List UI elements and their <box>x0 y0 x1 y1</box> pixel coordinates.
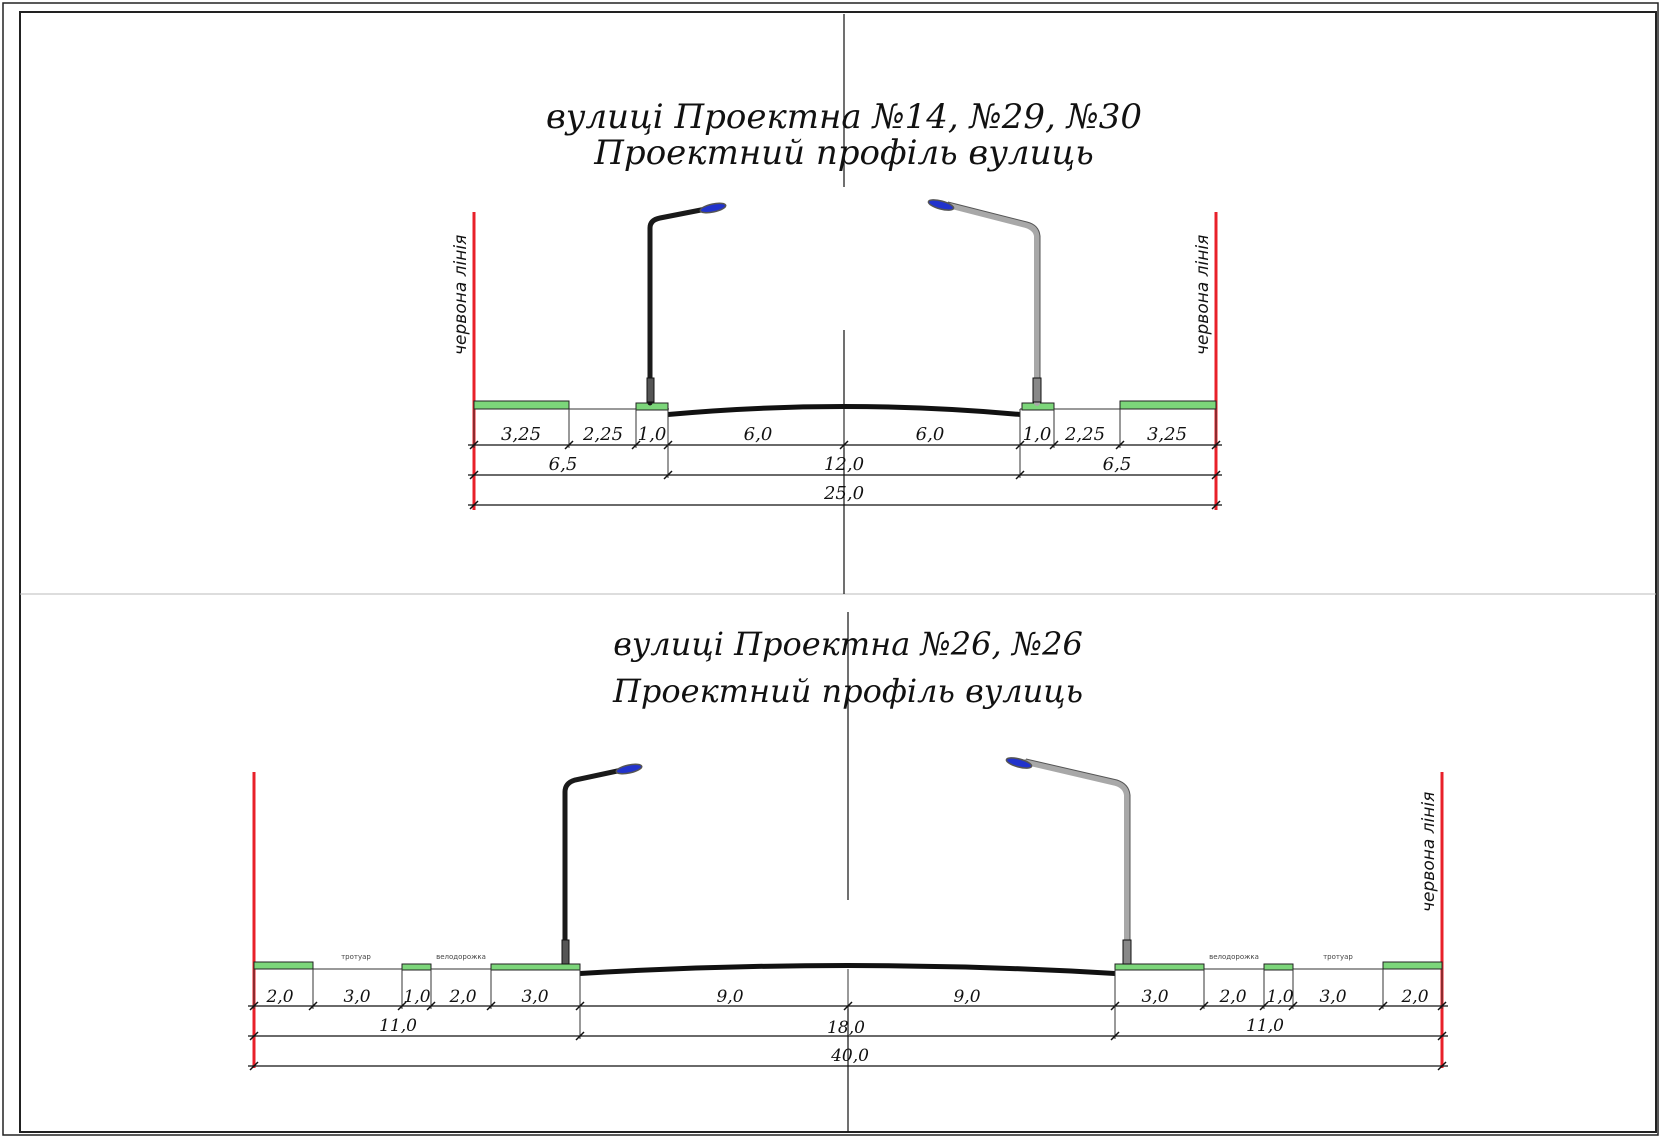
dim-total-profile-2: 40,0 <box>248 1046 1448 1071</box>
profile-1: вулиці Проектна №14, №29, №30 Проектний … <box>451 97 1222 510</box>
profile-1-title-line-2: Проектний профіль вулиць <box>593 133 1093 173</box>
dim-total-1: 25,0 <box>823 483 864 504</box>
profile-1-title-line-1: вулиці Проектна №14, №29, №30 <box>546 97 1142 137</box>
green-strip-l2-2 <box>401 963 432 971</box>
dim2-1-4: 2,0 <box>448 987 476 1007</box>
dim-1-4: 6,0 <box>744 424 773 445</box>
lamp-pole-left-2 <box>562 767 625 965</box>
dim-row-1-profile-1: 3,25 2,25 1,0 6,0 6,0 1,0 2,25 3,25 <box>468 409 1222 450</box>
profile-2-title-line-2: Проектний профіль вулиць <box>612 672 1083 710</box>
dim-row-2-profile-1: 6,5 12,0 6,5 <box>468 445 1222 480</box>
label-sidewalk-left-2: тротуар <box>341 953 371 961</box>
dim-2-1: 6,5 <box>549 454 578 475</box>
dim2-1-12: 2,0 <box>1400 987 1428 1007</box>
lamp-base-left-1 <box>646 377 655 403</box>
dim2-1-11: 3,0 <box>1319 987 1346 1007</box>
lamp-base-left-2 <box>561 939 570 965</box>
dim2-2-3: 11,0 <box>1246 1016 1284 1036</box>
lamp-pole-right-1-outline <box>947 201 1041 400</box>
dim2-1-10: 1,0 <box>1266 987 1293 1007</box>
lamp-pole-right-2 <box>1023 759 1130 965</box>
green-strip-r2-2 <box>1263 963 1294 971</box>
carriageway-1 <box>668 404 1020 417</box>
dim2-1-8: 3,0 <box>1141 987 1168 1007</box>
red-line-label-right-1: червона лінія <box>1193 235 1213 355</box>
dim2-1-2: 3,0 <box>343 987 370 1007</box>
dim2-2-2: 18,0 <box>827 1018 865 1038</box>
label-sidewalk-right-2: тротуар <box>1323 953 1353 961</box>
dim2-1-5: 3,0 <box>521 987 548 1007</box>
green-strip-r1-2 <box>1382 961 1443 970</box>
dim-row-1-profile-2: 2,0 3,0 1,0 2,0 3,0 9,0 9,0 3,0 2,0 1,0 … <box>248 969 1448 1011</box>
lamp-pole-right-2-outline <box>1025 758 1131 960</box>
dim-1-5: 6,0 <box>916 424 945 445</box>
dim-2-2: 12,0 <box>824 454 864 475</box>
dim-1-7: 2,25 <box>1064 424 1105 445</box>
label-bikeway-right-2: велодорожка <box>1209 953 1259 961</box>
dim-1-2: 2,25 <box>582 424 623 445</box>
lamp-pole-right-1 <box>945 202 1040 406</box>
dim2-1-6: 9,0 <box>716 987 743 1007</box>
profile-2-title-line-1: вулиці Проектна №26, №26 <box>613 625 1083 663</box>
lamp-head-right-1 <box>927 199 955 211</box>
red-line-label-right-2: червона лінія <box>1419 792 1439 912</box>
lamp-head-left-1 <box>699 202 727 214</box>
label-bikeway-left-2: велодорожка <box>436 953 486 961</box>
dim-2-3: 6,5 <box>1103 454 1132 475</box>
dim-1-8: 3,25 <box>1147 424 1187 445</box>
dim-1-6: 1,0 <box>1023 424 1052 445</box>
green-strip-l1-2 <box>253 961 314 970</box>
dim2-1-7: 9,0 <box>953 987 980 1007</box>
green-strip-r3-2 <box>1114 963 1205 971</box>
dim2-1-1: 2,0 <box>265 987 293 1007</box>
lamp-head-left-2 <box>615 763 643 775</box>
lamp-base-right-2 <box>1122 939 1132 965</box>
dim-row-2-profile-2: 11,0 18,0 11,0 <box>248 1006 1448 1041</box>
dim2-1-9: 2,0 <box>1218 987 1246 1007</box>
lamp-pole-left-1 <box>647 206 709 406</box>
lamp-base-right-1 <box>1032 377 1042 403</box>
lamp-head-right-2 <box>1005 757 1033 769</box>
red-line-label-left-1: червона лінія <box>451 235 471 355</box>
dim-1-1: 3,25 <box>501 424 541 445</box>
dim-1-3: 1,0 <box>638 424 667 445</box>
dim2-2-1: 11,0 <box>379 1016 417 1036</box>
green-strip-l3-2 <box>490 963 581 971</box>
carriageway-2 <box>580 963 1115 976</box>
dim-total-2: 40,0 <box>830 1046 869 1066</box>
profile-2: вулиці Проектна №26, №26 Проектний профі… <box>248 625 1448 1071</box>
dim-total-profile-1: 25,0 <box>468 483 1222 510</box>
green-strip-left-outer-1 <box>473 400 570 410</box>
green-strip-right-outer-1 <box>1119 400 1217 410</box>
dim2-1-3: 1,0 <box>403 987 430 1007</box>
sheet-inner-frame <box>19 11 1657 1133</box>
